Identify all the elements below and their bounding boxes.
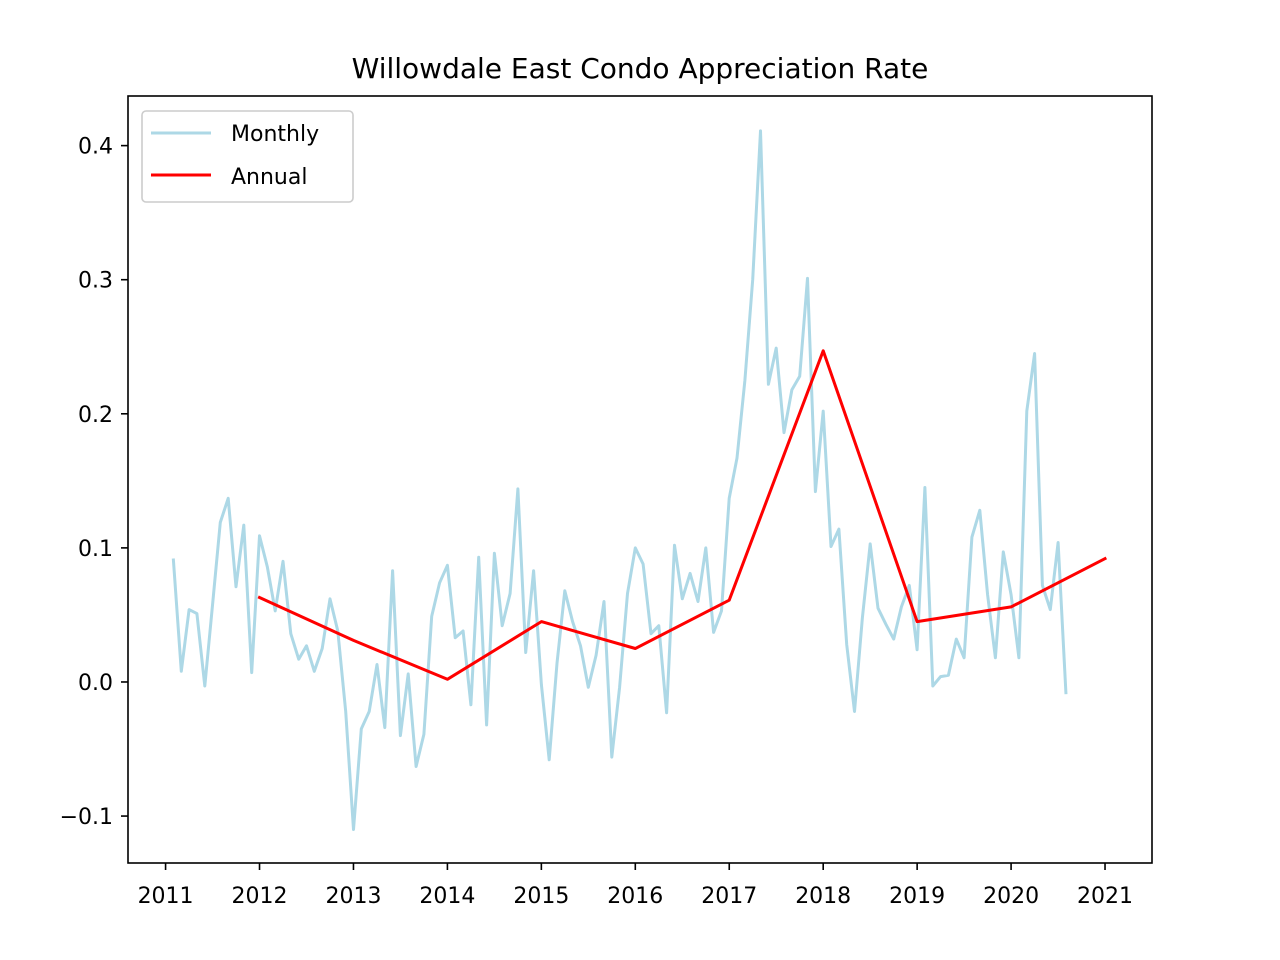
plot-area — [171, 129, 1108, 831]
x-tick-label-2014: 2014 — [419, 884, 475, 909]
x-axis: 2011 2012 2013 2014 2015 2016 2017 2018 2019 2020… — [138, 863, 1133, 909]
series-line-annual — [257, 349, 1108, 681]
y-tick-label-0: −0.1 — [60, 805, 113, 830]
x-tick-label-2015: 2015 — [513, 884, 569, 909]
x-tick-label-2017: 2017 — [701, 884, 757, 909]
y-tick-label-4: 0.3 — [78, 269, 113, 294]
x-tick-label-2012: 2012 — [232, 884, 288, 909]
x-tick-label-2019: 2019 — [889, 884, 945, 909]
x-tick-label-2013: 2013 — [325, 884, 381, 909]
x-tick-label-2011: 2011 — [138, 884, 194, 909]
legend-label-annual: Annual — [231, 165, 307, 190]
y-axis: −0.1 0.0 0.1 0.2 0.3 0.4 — [60, 135, 128, 830]
y-tick-label-5: 0.4 — [78, 135, 113, 160]
x-tick-label-2018: 2018 — [795, 884, 851, 909]
x-tick-label-2021: 2021 — [1077, 884, 1133, 909]
legend-label-monthly: Monthly — [231, 122, 319, 147]
legend: Monthly Annual — [141, 110, 354, 203]
y-tick-label-3: 0.2 — [78, 403, 113, 428]
chart-title: Willowdale East Condo Appreciation Rate — [352, 52, 929, 85]
plot-frame — [127, 95, 1153, 864]
x-tick-label-2020: 2020 — [983, 884, 1039, 909]
y-tick-label-1: 0.0 — [78, 671, 113, 696]
x-tick-label-2016: 2016 — [607, 884, 663, 909]
series-line-monthly — [171, 129, 1068, 831]
y-tick-label-2: 0.1 — [78, 537, 113, 562]
